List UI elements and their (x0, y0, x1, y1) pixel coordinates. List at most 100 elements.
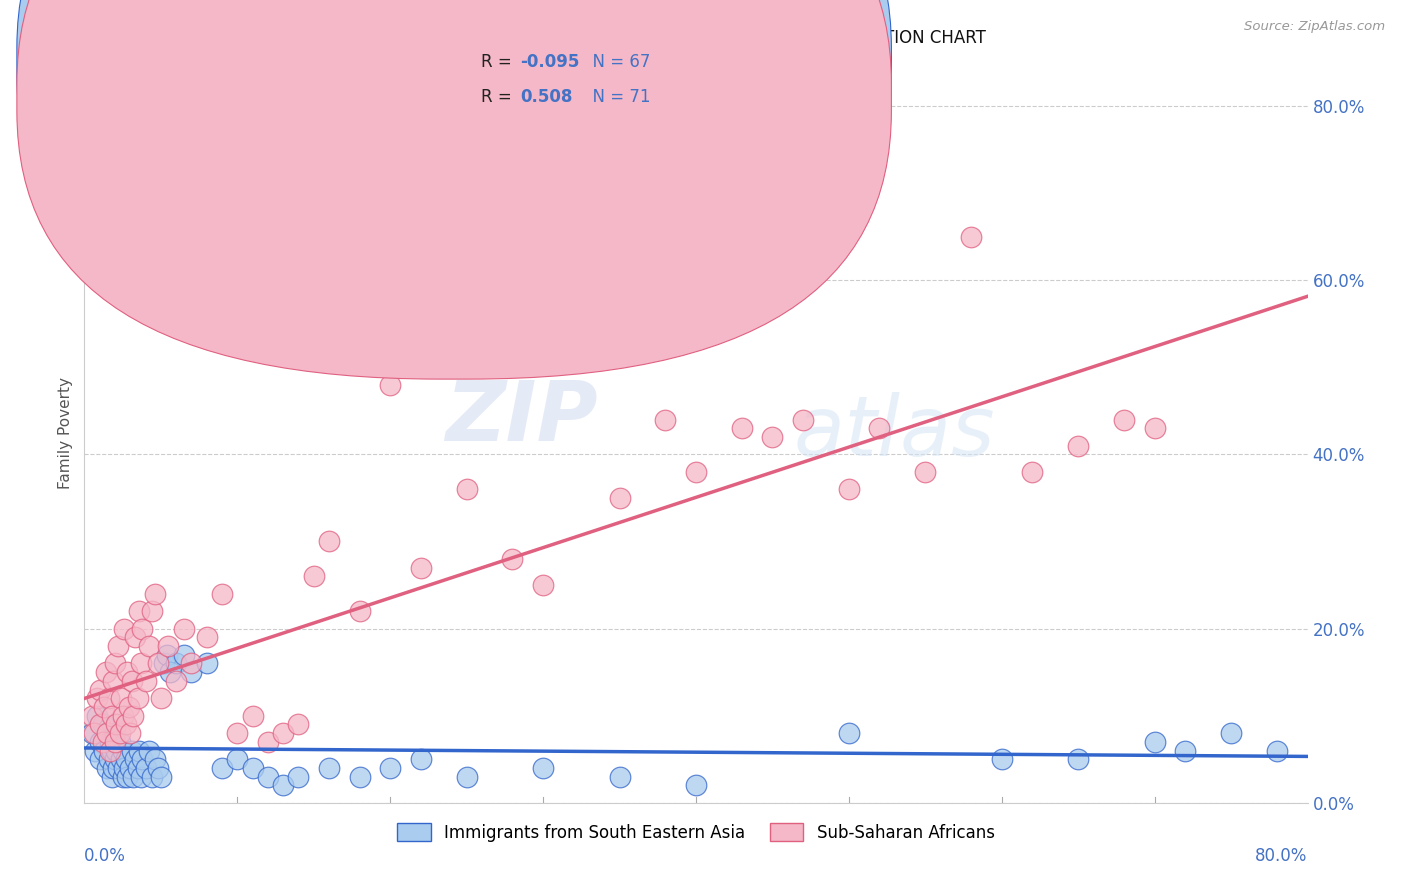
Point (118, 700, 141, 714)
Point (141, 604, 163, 618)
Point (1067, 752, 1090, 766)
Point (135, 761, 157, 775)
Point (195, 630, 218, 644)
Point (761, 430, 783, 444)
Point (104, 735, 127, 749)
Point (792, 412, 814, 426)
Point (960, 229, 983, 244)
Point (242, 708, 264, 723)
Point (1220, 726, 1243, 740)
Point (86, 691, 108, 706)
Point (838, 726, 860, 740)
Point (257, 770, 280, 784)
Point (128, 604, 150, 618)
Point (98, 735, 121, 749)
Point (96, 761, 118, 775)
Point (180, 665, 202, 680)
Point (104, 726, 127, 740)
Point (108, 726, 131, 740)
Point (114, 752, 136, 766)
Point (104, 657, 127, 671)
Point (111, 743, 134, 757)
Point (128, 743, 150, 757)
Point (83, 726, 105, 740)
Point (97, 752, 120, 766)
Point (98, 743, 121, 757)
Point (257, 735, 280, 749)
Point (101, 770, 124, 784)
Point (409, 752, 432, 766)
Text: IMMIGRANTS FROM SOUTH EASTERN ASIA VS SUBSAHARAN AFRICAN FAMILY POVERTY CORRELAT: IMMIGRANTS FROM SOUTH EASTERN ASIA VS SU… (84, 29, 986, 47)
Point (146, 657, 169, 671)
Point (146, 761, 169, 775)
Point (409, 560, 432, 574)
Point (1174, 743, 1197, 757)
Point (114, 717, 136, 731)
Point (159, 665, 181, 680)
Point (121, 743, 143, 757)
Point (111, 770, 134, 784)
Point (1114, 412, 1136, 426)
Point (226, 752, 249, 766)
Text: 80.0%: 80.0% (1256, 847, 1308, 865)
Point (991, 752, 1014, 766)
Point (96, 726, 118, 740)
Text: atlas: atlas (794, 392, 995, 473)
Point (103, 761, 125, 775)
Legend: Immigrants from South Eastern Asia, Sub-Saharan Africans: Immigrants from South Eastern Asia, Sub-… (389, 815, 1002, 850)
Y-axis label: Family Poverty: Family Poverty (58, 376, 73, 489)
Point (89, 717, 111, 731)
Point (149, 691, 172, 706)
Point (138, 639, 160, 653)
Point (97, 691, 120, 706)
Point (211, 761, 233, 775)
Point (80, 708, 103, 723)
Point (101, 708, 124, 723)
Point (89, 752, 111, 766)
Point (211, 587, 233, 601)
Point (242, 761, 264, 775)
Point (731, 421, 754, 435)
Point (1021, 465, 1043, 479)
Point (121, 673, 143, 688)
Point (122, 770, 145, 784)
Point (107, 639, 129, 653)
Point (94, 665, 117, 680)
Point (115, 770, 138, 784)
Point (456, 770, 478, 784)
Point (609, 491, 631, 505)
Point (143, 752, 166, 766)
Text: Source: ZipAtlas.com: Source: ZipAtlas.com (1244, 20, 1385, 33)
Point (869, 421, 891, 435)
Point (120, 761, 142, 775)
Point (127, 691, 149, 706)
Point (287, 717, 309, 731)
Text: R =: R = (481, 88, 522, 106)
Point (149, 770, 172, 784)
Point (226, 726, 249, 740)
Point (115, 665, 138, 680)
Point (91, 735, 114, 749)
Point (531, 578, 554, 592)
Point (89, 735, 111, 749)
Point (318, 534, 340, 549)
Point (86, 708, 108, 723)
Point (502, 552, 524, 566)
Point (685, 465, 707, 479)
Point (104, 752, 127, 766)
Text: ZIP: ZIP (446, 377, 598, 458)
Point (195, 657, 218, 671)
Point (153, 657, 176, 671)
Point (141, 770, 163, 784)
Point (120, 726, 142, 740)
Point (124, 630, 146, 644)
Point (173, 622, 195, 636)
Point (271, 778, 294, 792)
Point (156, 648, 179, 662)
Text: 0.508: 0.508 (520, 88, 572, 106)
Point (531, 761, 554, 775)
Point (1143, 735, 1166, 749)
Text: 0.0%: 0.0% (84, 847, 127, 865)
Point (456, 482, 478, 496)
Point (349, 770, 371, 784)
